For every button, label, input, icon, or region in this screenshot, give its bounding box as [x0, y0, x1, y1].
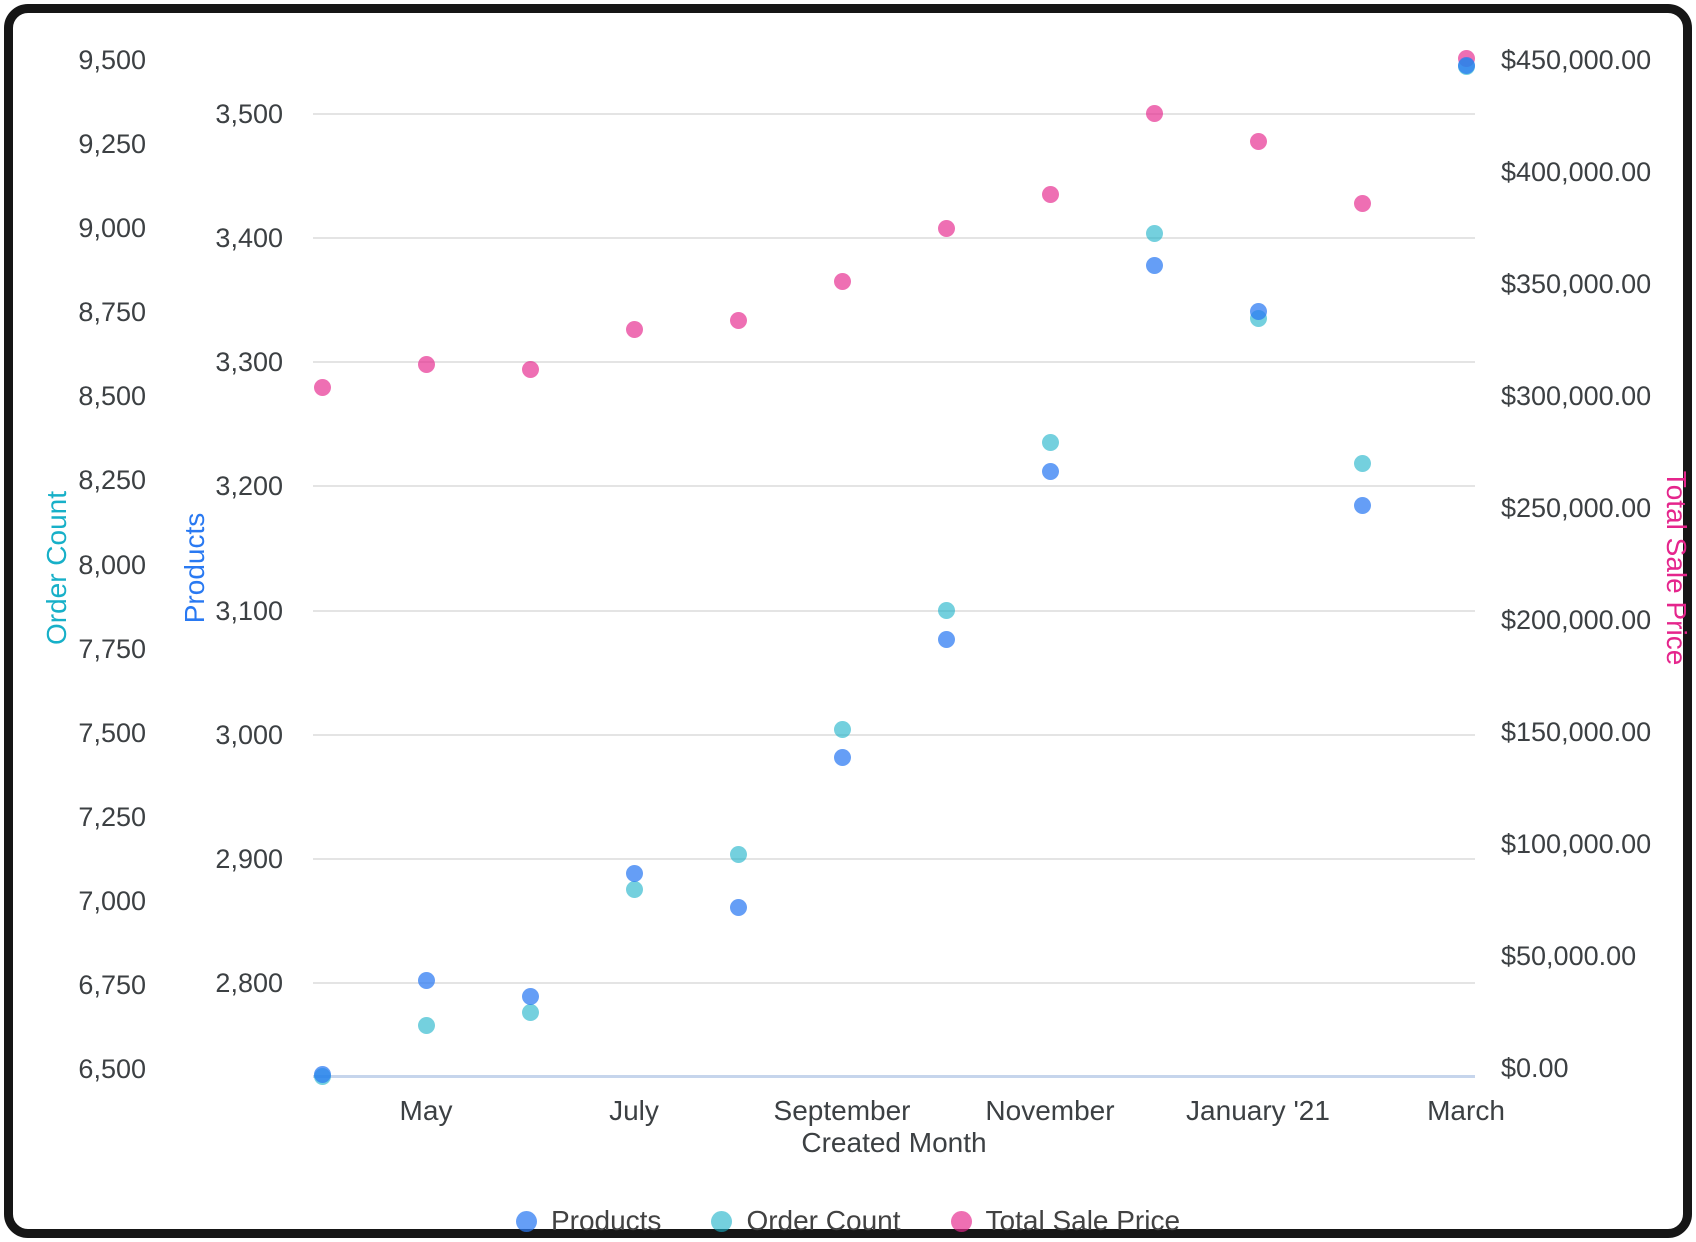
point-total-sale-price-november[interactable]	[1041, 185, 1059, 203]
x-tick-november: November	[985, 1095, 1115, 1126]
products-tick-3-500: 3,500	[215, 99, 283, 129]
legend-label-total-sale-price: Total Sale Price	[985, 1205, 1181, 1236]
order_count-tick-7-500: 7,500	[78, 717, 146, 748]
x-tick-may: May	[399, 1095, 453, 1126]
order_count-tick-8-750: 8,750	[78, 297, 146, 328]
point-order-count-february[interactable]	[1353, 455, 1371, 473]
total_sale_price-tick-100-000-00: $100,000.00	[1501, 829, 1652, 859]
gridline-products-3500	[313, 113, 1475, 115]
total_sale_price-tick-400-000-00: $400,000.00	[1501, 157, 1652, 187]
point-products-october[interactable]	[937, 630, 955, 648]
order_count-tick-9-250: 9,250	[78, 129, 146, 160]
legend-dot-products	[515, 1210, 537, 1232]
point-order-count-november[interactable]	[1041, 433, 1059, 451]
products-tick-2-900: 2,900	[215, 843, 283, 874]
point-order-count-august[interactable]	[729, 845, 747, 863]
point-total-sale-price-april[interactable]	[313, 378, 331, 396]
gridline-products-3200	[313, 485, 1475, 488]
order_count-tick-9-000: 9,000	[78, 213, 146, 244]
point-order-count-december[interactable]	[1145, 225, 1163, 243]
legend-label-order-count: Order Count	[746, 1205, 901, 1236]
gridline-products-3300	[313, 361, 1475, 364]
point-order-count-june[interactable]	[521, 1003, 539, 1021]
total_sale_price-tick-50-000-00: $50,000.00	[1501, 941, 1637, 971]
gridline-products-2900	[313, 857, 1475, 860]
point-order-count-july[interactable]	[625, 880, 643, 898]
total_sale_price-tick-0-00: $0.00	[1501, 1053, 1569, 1083]
order_count-tick-6-500: 6,500	[78, 1054, 146, 1084]
point-products-september[interactable]	[833, 748, 851, 766]
products-tick-3-200: 3,200	[215, 471, 283, 502]
point-total-sale-price-may[interactable]	[417, 356, 435, 374]
chart-card: 6,500 6,750 7,000 7,250 7,500 7,750 8,000 8,250…	[4, 4, 1692, 1238]
products-tick-3-300: 3,300	[215, 347, 283, 378]
order_count-tick-9-500: 9,500	[78, 45, 146, 75]
point-total-sale-price-january-21[interactable]	[1249, 133, 1267, 151]
point-total-sale-price-february[interactable]	[1353, 194, 1371, 212]
x-tick-march: March	[1427, 1095, 1505, 1126]
point-order-count-may[interactable]	[417, 1017, 435, 1035]
point-products-january-21[interactable]	[1249, 302, 1267, 320]
point-products-august[interactable]	[729, 898, 747, 916]
point-products-june[interactable]	[521, 988, 539, 1006]
y-axis-title-products: Products	[179, 512, 210, 624]
point-total-sale-price-august[interactable]	[729, 312, 747, 330]
point-total-sale-price-july[interactable]	[625, 321, 643, 339]
point-products-april[interactable]	[313, 1066, 331, 1084]
y-axis-title-order-count: Order Count	[41, 490, 72, 646]
legend-item-order-count[interactable]: Order Count	[711, 1205, 901, 1237]
point-products-may[interactable]	[417, 972, 435, 990]
scatter-chart: 6,500 6,750 7,000 7,250 7,500 7,750 8,000 8,250…	[13, 13, 1692, 1236]
total_sale_price-tick-300-000-00: $300,000.00	[1501, 381, 1652, 411]
point-products-december[interactable]	[1145, 256, 1163, 274]
x-tick-january-21: January '21	[1186, 1095, 1330, 1126]
legend-item-products[interactable]: Products	[515, 1205, 662, 1237]
point-products-november[interactable]	[1041, 463, 1059, 481]
point-products-february[interactable]	[1353, 496, 1371, 514]
legend-label-products: Products	[550, 1205, 662, 1236]
point-order-count-october[interactable]	[937, 602, 955, 620]
x-axis-title: Created Month	[801, 1127, 987, 1158]
products-tick-3-100: 3,100	[215, 595, 283, 626]
order_count-tick-8-250: 8,250	[78, 465, 146, 496]
point-total-sale-price-october[interactable]	[937, 219, 955, 237]
y-axis-title-total-sale-price: Total Sale Price	[1661, 470, 1692, 666]
point-total-sale-price-june[interactable]	[521, 360, 539, 378]
gridline-products-3100	[313, 609, 1475, 612]
total_sale_price-tick-200-000-00: $200,000.00	[1501, 605, 1652, 635]
order_count-tick-8-500: 8,500	[78, 381, 146, 412]
total_sale_price-tick-350-000-00: $350,000.00	[1501, 269, 1652, 299]
legend-dot-order-count	[711, 1210, 733, 1232]
gridline-products-2800	[313, 982, 1475, 984]
products-tick-3-000: 3,000	[215, 719, 283, 750]
x-tick-july: July	[609, 1095, 659, 1126]
gridline-products-3400	[313, 237, 1475, 240]
point-total-sale-price-december[interactable]	[1145, 105, 1163, 123]
products-tick-3-400: 3,400	[215, 223, 283, 254]
point-products-july[interactable]	[625, 865, 643, 883]
order_count-tick-6-750: 6,750	[78, 969, 146, 1000]
x-axis-line	[313, 1075, 1475, 1078]
order_count-tick-8-000: 8,000	[78, 549, 146, 580]
order_count-tick-7-000: 7,000	[78, 885, 146, 916]
products-tick-2-800: 2,800	[215, 968, 283, 998]
point-total-sale-price-september[interactable]	[833, 273, 851, 291]
legend-dot-total-sale-price	[950, 1210, 972, 1232]
legend-item-total-sale-price[interactable]: Total Sale Price	[950, 1205, 1181, 1237]
point-order-count-september[interactable]	[833, 721, 851, 739]
order_count-tick-7-750: 7,750	[78, 633, 146, 664]
legend: Products Order Count Total Sale Price	[13, 1205, 1683, 1237]
total_sale_price-tick-150-000-00: $150,000.00	[1501, 717, 1652, 747]
total_sale_price-tick-450-000-00: $450,000.00	[1501, 45, 1652, 75]
total_sale_price-tick-250-000-00: $250,000.00	[1501, 493, 1652, 523]
gridline-products-3000	[313, 733, 1475, 736]
point-products-march[interactable]	[1457, 57, 1475, 75]
x-tick-september: September	[773, 1095, 911, 1126]
order_count-tick-7-250: 7,250	[78, 801, 146, 832]
